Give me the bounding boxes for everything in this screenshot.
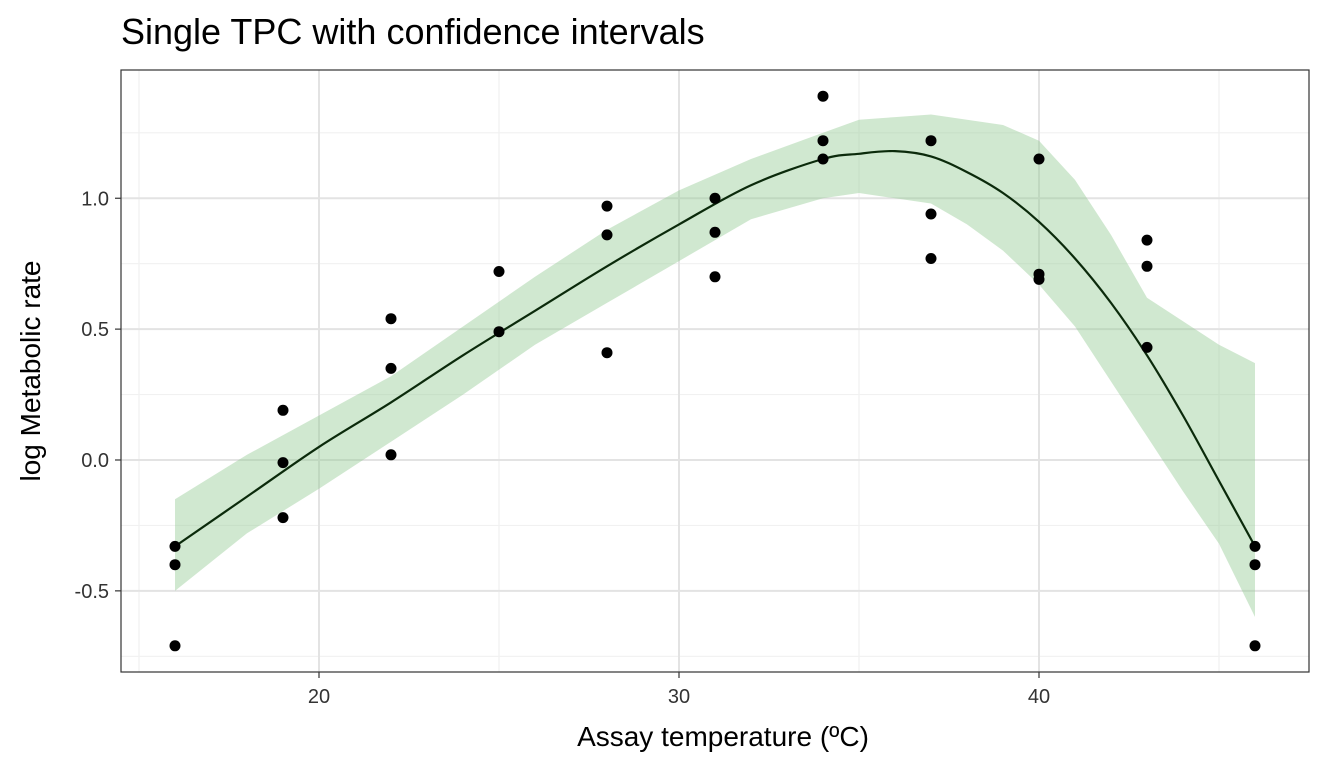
y-tick-label: 0.5 <box>81 319 109 341</box>
x-tick-label: 20 <box>308 686 330 708</box>
data-point <box>1249 640 1261 652</box>
data-point <box>1033 153 1045 165</box>
data-point <box>709 271 721 283</box>
fit-line <box>174 149 1256 548</box>
data-point <box>1249 540 1261 552</box>
x-axis-title: Assay temperature (ºC) <box>577 721 869 752</box>
points-layer <box>169 90 1261 652</box>
data-point <box>1141 341 1153 353</box>
data-point <box>385 449 397 461</box>
chart-title: Single TPC with confidence intervals <box>121 11 705 52</box>
y-tick-label: 1.0 <box>81 188 109 210</box>
data-point <box>493 266 505 277</box>
y-tick-label: -0.5 <box>75 581 109 603</box>
data-point <box>601 347 613 359</box>
data-point <box>1249 559 1261 571</box>
data-point <box>601 200 613 212</box>
data-point <box>277 512 289 524</box>
panel-border <box>120 69 1310 673</box>
data-point <box>169 559 181 571</box>
fit-line-layer <box>174 149 1256 548</box>
data-point <box>169 640 181 652</box>
x-tick-label: 40 <box>1028 686 1050 708</box>
data-point <box>277 404 289 416</box>
data-point <box>385 362 397 374</box>
data-point <box>925 208 937 220</box>
data-point <box>601 229 613 241</box>
data-point <box>1141 260 1153 272</box>
y-axis-ticks: -0.5 0.0 0.5 1.0 <box>75 188 121 603</box>
data-point <box>925 253 937 264</box>
data-point <box>817 90 829 102</box>
data-point <box>277 457 289 469</box>
data-point <box>493 326 505 338</box>
confidence-band-layer <box>175 114 1255 617</box>
grid <box>121 70 1309 672</box>
data-point <box>1033 273 1045 285</box>
x-tick-label: 30 <box>668 686 690 708</box>
data-point <box>709 192 721 204</box>
data-point <box>817 153 829 165</box>
data-point <box>925 135 937 147</box>
data-point <box>1141 234 1153 246</box>
data-point <box>169 540 181 552</box>
data-point <box>385 313 397 325</box>
data-point <box>817 135 829 147</box>
data-point <box>709 226 721 238</box>
y-tick-label: 0.0 <box>81 450 109 472</box>
x-axis-ticks: 20 30 40 <box>308 672 1050 708</box>
y-axis-title: log Metabolic rate <box>15 260 46 481</box>
confidence-band <box>175 114 1255 617</box>
